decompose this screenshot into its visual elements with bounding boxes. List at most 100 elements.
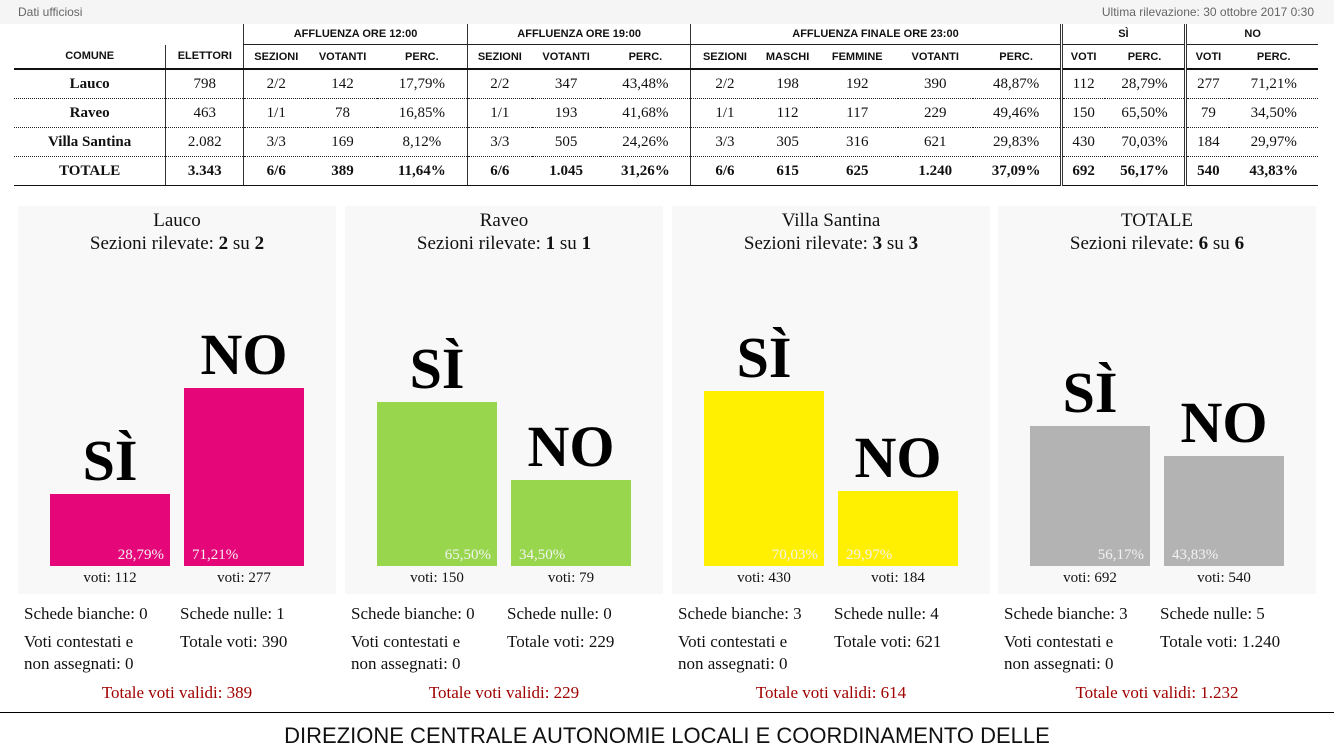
column-header: VOTANTI <box>897 44 973 70</box>
valid-votes-total: Totale voti validi: 229 <box>428 683 580 702</box>
sections-total: 6 <box>1234 233 1245 254</box>
sections-label: Sezioni rilevate: <box>89 233 214 254</box>
table-cell: 29,97% <box>1229 127 1318 157</box>
municipality-cell: Raveo <box>14 98 166 128</box>
bar-percentage-label: 71,21% <box>192 546 239 563</box>
contested-votes-line2: non assegnati: 0 <box>351 654 461 673</box>
table-cell: 3.343 <box>165 156 244 186</box>
sections-done: 6 <box>1198 233 1209 254</box>
column-header: PERC. <box>1229 44 1318 70</box>
no-bar: 34,50% <box>511 479 631 566</box>
yes-header: SÌ <box>1059 24 1186 45</box>
table-cell: 79 <box>1184 98 1230 128</box>
table-cell: 8,12% <box>376 127 468 157</box>
no-bar: 29,97% <box>838 491 958 566</box>
yes-label: SÌ <box>82 428 138 494</box>
votes-label: voti: 430 <box>737 570 791 586</box>
column-header: PERC. <box>376 44 468 70</box>
votes-label: voti: 184 <box>871 570 925 586</box>
table-cell: 65,50% <box>1104 98 1186 128</box>
last-update-label: Ultima rilevazione: 30 ottobre 2017 0:30 <box>1101 5 1314 19</box>
column-header: VOTI <box>1059 44 1105 70</box>
table-cell: 6/6 <box>690 156 759 186</box>
sections-total: 3 <box>908 233 919 254</box>
total-votes: Totale voti: 390 <box>180 632 288 651</box>
column-header: SEZIONI <box>466 44 532 70</box>
bar-percentage-label: 65,50% <box>444 547 491 563</box>
table-cell: 34,50% <box>1229 98 1318 128</box>
table-cell: 193 <box>531 98 601 128</box>
municipality-cell: TOTALE <box>14 156 166 186</box>
table-total-row: TOTALE 3.343 6/6 389 11,64% 6/6 1.045 31,26% 6/6… <box>14 156 1318 186</box>
table-cell: 70,03% <box>1104 127 1186 157</box>
sections-done: 2 <box>218 233 229 254</box>
column-header: VOTANTI <box>308 44 377 70</box>
sections-done: 3 <box>872 233 883 254</box>
yes-label: SÌ <box>409 336 465 402</box>
table-cell: 112 <box>1059 69 1105 99</box>
table-cell: 112 <box>758 98 817 128</box>
turnout-19-header: AFFLUENZA ORE 19:00 <box>466 24 691 45</box>
chart-panel: TOTALE Sezioni rilevate: 6 su 6 56,17% SÌ vo… <box>998 206 1324 706</box>
blank-ballots: Schede bianche: 0 <box>351 604 475 623</box>
column-header: SEZIONI <box>690 44 759 70</box>
chart-title: TOTALE <box>1120 210 1193 231</box>
table-cell: 505 <box>531 127 601 157</box>
valid-votes-total: Totale voti validi: 614 <box>755 683 907 702</box>
no-header: NO <box>1184 24 1318 45</box>
table-cell: 692 <box>1059 156 1105 186</box>
chart-panel: Raveo Sezioni rilevate: 1 su 1 65,50% SÌ vot… <box>345 206 671 706</box>
table-cell: 11,64% <box>376 156 468 186</box>
table-cell: 78 <box>308 98 377 128</box>
table-cell: 2.082 <box>165 127 244 157</box>
table-cell: 2/2 <box>466 69 532 99</box>
sections-sep: su <box>232 233 250 254</box>
table-cell: 117 <box>816 98 898 128</box>
sections-label: Sezioni rilevate: <box>1069 233 1194 254</box>
votes-label: voti: 692 <box>1063 570 1117 586</box>
chart-title: Villa Santina <box>781 210 881 231</box>
table-cell: 305 <box>758 127 817 157</box>
table-cell: 16,85% <box>376 98 468 128</box>
sections-total: 2 <box>254 233 265 254</box>
table-cell: 56,17% <box>1104 156 1186 186</box>
table-cell: 28,79% <box>1104 69 1186 99</box>
no-bar: 43,83% <box>1164 456 1284 566</box>
chart-panel: Lauco Sezioni rilevate: 2 su 2 28,79% SÌ vot… <box>18 206 344 706</box>
sections-line: Sezioni rilevate: 2 su 2 <box>18 233 336 255</box>
table-cell: 37,09% <box>972 156 1062 186</box>
table-cell: 463 <box>165 98 244 128</box>
bar-percentage-label: 34,50% <box>519 547 566 563</box>
table-cell: 192 <box>816 69 898 99</box>
blank-ballots: Schede bianche: 0 <box>24 604 148 623</box>
municipality-cell: Villa Santina <box>14 127 166 157</box>
table-cell: 71,21% <box>1229 69 1318 99</box>
column-header: MASCHI <box>758 44 817 70</box>
table-cell: 798 <box>165 69 244 99</box>
yes-bar: 56,17% <box>1030 425 1150 566</box>
contested-votes-line2: non assegnati: 0 <box>1004 654 1114 673</box>
municipality-cell: Lauco <box>14 69 166 99</box>
bar-percentage-label: 28,79% <box>117 546 164 563</box>
table-cell: 43,48% <box>600 69 691 99</box>
no-label: NO <box>200 321 288 387</box>
table-cell: 316 <box>816 127 898 157</box>
table-cell: 150 <box>1059 98 1105 128</box>
valid-votes-total: Totale voti validi: 1.232 <box>1075 683 1239 702</box>
table-cell: 43,83% <box>1229 156 1318 186</box>
table-cell: 1.240 <box>897 156 973 186</box>
yes-label: SÌ <box>1062 359 1118 425</box>
bar-percentage-label: 56,17% <box>1097 546 1144 563</box>
yes-bar: 70,03% <box>704 390 824 566</box>
table-cell: 3/3 <box>243 127 309 157</box>
sections-line: Sezioni rilevate: 6 su 6 <box>998 233 1316 255</box>
blank-ballots: Schede bianche: 3 <box>1004 604 1128 623</box>
bar-percentage-label: 70,03% <box>771 546 818 563</box>
no-bar: 71,21% <box>184 387 304 566</box>
table-cell: 6/6 <box>243 156 309 186</box>
column-header: ELETTORI <box>165 44 244 70</box>
sections-label: Sezioni rilevate: <box>743 233 868 254</box>
null-ballots: Schede nulle: 4 <box>834 604 939 623</box>
table-row: Raveo 463 1/1 78 16,85% 1/1 193 41,68% 1/1 112 117… <box>14 98 1318 128</box>
table-cell: 1.045 <box>531 156 601 186</box>
